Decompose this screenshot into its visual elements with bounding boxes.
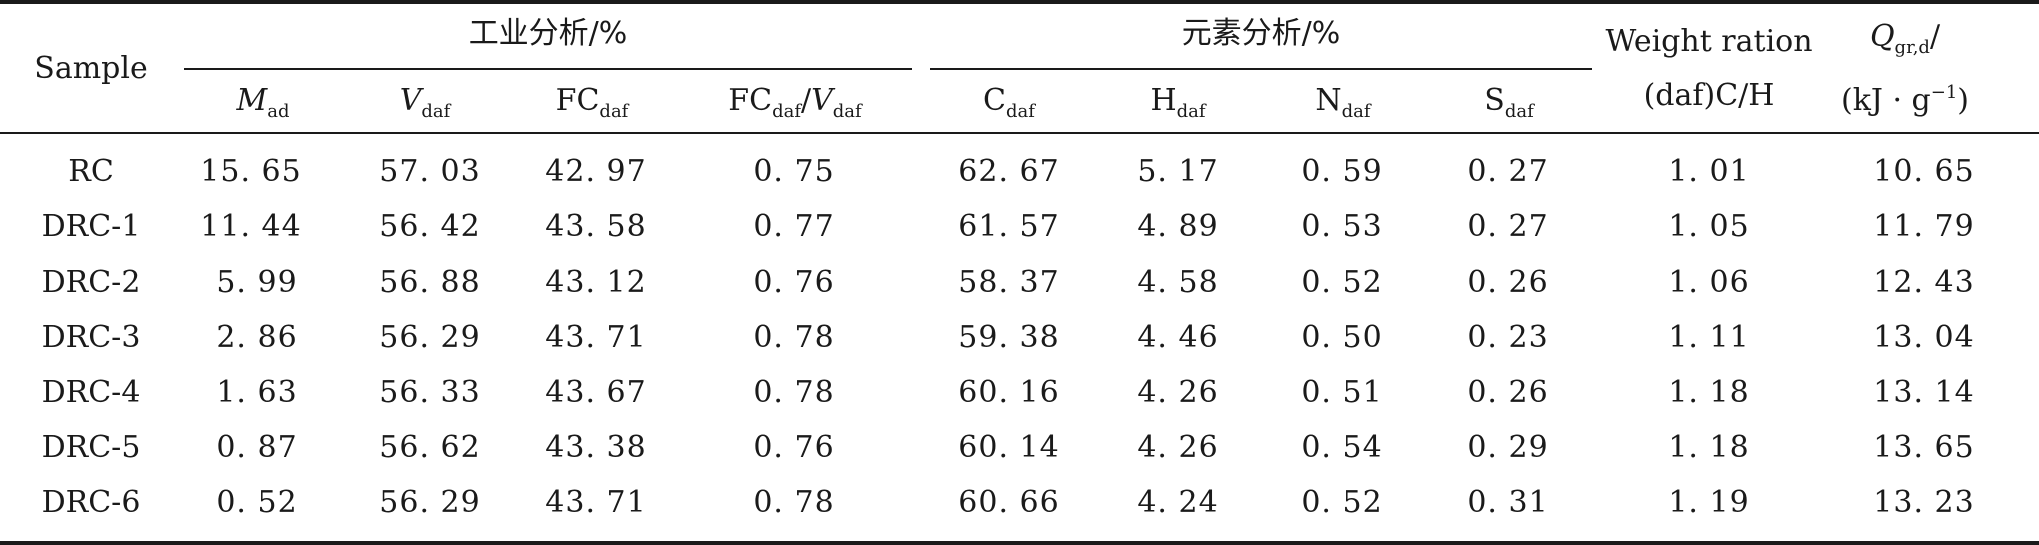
cell-q-gr: 13. 23 <box>1873 485 1975 520</box>
cell-sample: DRC-5 <box>41 430 141 465</box>
header-sample: Sample <box>34 51 148 86</box>
header-fc-v-ratio: FCdaf/Vdaf <box>728 83 862 122</box>
cell-n-daf: 0. 54 <box>1301 430 1383 465</box>
header-weight-ratio-line2: (daf)C/H <box>1643 78 1775 113</box>
cell-fc-v: 0. 78 <box>753 485 835 520</box>
cell-q-gr: 12. 43 <box>1873 265 1975 300</box>
header-volatile: Vdaf <box>399 83 451 122</box>
industrial-group-rule <box>184 68 912 70</box>
cell-m-ad: 11. 44 <box>200 209 302 244</box>
header-hydrogen: Hdaf <box>1150 83 1206 122</box>
cell-s-daf: 0. 26 <box>1467 265 1549 300</box>
cell-fc-daf: 43. 67 <box>545 375 647 410</box>
cell-sample: DRC-4 <box>41 375 141 410</box>
cell-q-gr: 13. 04 <box>1873 320 1975 355</box>
header-bottom-rule <box>0 132 2039 134</box>
cell-h-daf: 4. 24 <box>1137 485 1219 520</box>
cell-s-daf: 0. 27 <box>1467 209 1549 244</box>
cell-c-h-ratio: 1. 05 <box>1668 209 1750 244</box>
table-top-rule <box>0 0 2039 4</box>
cell-c-daf: 60. 14 <box>958 430 1060 465</box>
elemental-group-rule <box>930 68 1592 70</box>
cell-fc-v: 0. 76 <box>753 265 835 300</box>
cell-q-gr: 13. 65 <box>1873 430 1975 465</box>
cell-c-daf: 60. 66 <box>958 485 1060 520</box>
cell-fc-v: 0. 78 <box>753 375 835 410</box>
cell-fc-daf: 43. 71 <box>545 320 647 355</box>
cell-s-daf: 0. 27 <box>1467 154 1549 189</box>
cell-c-h-ratio: 1. 06 <box>1668 265 1750 300</box>
cell-m-ad: 15. 65 <box>200 154 302 189</box>
cell-m-ad: 5. 99 <box>216 265 298 300</box>
cell-n-daf: 0. 59 <box>1301 154 1383 189</box>
header-carbon: Cdaf <box>983 83 1035 122</box>
cell-h-daf: 5. 17 <box>1137 154 1219 189</box>
cell-v-daf: 56. 33 <box>379 375 481 410</box>
table-bottom-rule <box>0 541 2039 545</box>
cell-s-daf: 0. 29 <box>1467 430 1549 465</box>
cell-h-daf: 4. 26 <box>1137 430 1219 465</box>
cell-fc-v: 0. 77 <box>753 209 835 244</box>
cell-fc-v: 0. 75 <box>753 154 835 189</box>
cell-fc-daf: 43. 38 <box>545 430 647 465</box>
cell-c-daf: 58. 37 <box>958 265 1060 300</box>
cell-v-daf: 56. 88 <box>379 265 481 300</box>
cell-sample: DRC-1 <box>41 209 141 244</box>
cell-h-daf: 4. 46 <box>1137 320 1219 355</box>
cell-s-daf: 0. 26 <box>1467 375 1549 410</box>
cell-sample: DRC-2 <box>41 265 141 300</box>
cell-v-daf: 56. 29 <box>379 320 481 355</box>
cell-sample: RC <box>68 154 114 189</box>
cell-n-daf: 0. 53 <box>1301 209 1383 244</box>
header-industrial-analysis: 工业分析/% <box>468 16 628 51</box>
cell-sample: DRC-6 <box>41 485 141 520</box>
cell-n-daf: 0. 51 <box>1301 375 1383 410</box>
cell-q-gr: 11. 79 <box>1873 209 1975 244</box>
cell-s-daf: 0. 31 <box>1467 485 1549 520</box>
cell-n-daf: 0. 52 <box>1301 485 1383 520</box>
cell-q-gr: 10. 65 <box>1873 154 1975 189</box>
header-weight-ratio-line1: Weight ration <box>1605 24 1813 59</box>
cell-fc-v: 0. 78 <box>753 320 835 355</box>
cell-h-daf: 4. 58 <box>1137 265 1219 300</box>
cell-c-h-ratio: 1. 19 <box>1668 485 1750 520</box>
cell-h-daf: 4. 26 <box>1137 375 1219 410</box>
cell-fc-v: 0. 76 <box>753 430 835 465</box>
cell-c-h-ratio: 1. 11 <box>1668 320 1750 355</box>
cell-c-h-ratio: 1. 01 <box>1668 154 1750 189</box>
cell-n-daf: 0. 52 <box>1301 265 1383 300</box>
cell-v-daf: 56. 29 <box>379 485 481 520</box>
cell-s-daf: 0. 23 <box>1467 320 1549 355</box>
cell-c-daf: 62. 67 <box>958 154 1060 189</box>
cell-m-ad: 1. 63 <box>216 375 298 410</box>
cell-v-daf: 56. 62 <box>379 430 481 465</box>
cell-c-daf: 59. 38 <box>958 320 1060 355</box>
cell-c-h-ratio: 1. 18 <box>1668 430 1750 465</box>
header-moisture: Mad <box>236 83 290 122</box>
header-q-unit: (kJ · g−1) <box>1841 82 1969 118</box>
cell-m-ad: 2. 86 <box>216 320 298 355</box>
cell-n-daf: 0. 50 <box>1301 320 1383 355</box>
cell-fc-daf: 43. 12 <box>545 265 647 300</box>
cell-c-h-ratio: 1. 18 <box>1668 375 1750 410</box>
header-elemental-analysis: 元素分析/% <box>1181 16 1341 51</box>
cell-fc-daf: 43. 58 <box>545 209 647 244</box>
header-nitrogen: Ndaf <box>1315 83 1371 122</box>
cell-v-daf: 56. 42 <box>379 209 481 244</box>
cell-m-ad: 0. 87 <box>216 430 298 465</box>
header-sulfur: Sdaf <box>1484 83 1534 122</box>
cell-v-daf: 57. 03 <box>379 154 481 189</box>
cell-h-daf: 4. 89 <box>1137 209 1219 244</box>
cell-c-daf: 60. 16 <box>958 375 1060 410</box>
cell-m-ad: 0. 52 <box>216 485 298 520</box>
header-q-gross: Qgr,d/ <box>1869 19 1941 58</box>
cell-q-gr: 13. 14 <box>1873 375 1975 410</box>
cell-fc-daf: 43. 71 <box>545 485 647 520</box>
cell-fc-daf: 42. 97 <box>545 154 647 189</box>
cell-sample: DRC-3 <box>41 320 141 355</box>
cell-c-daf: 61. 57 <box>958 209 1060 244</box>
header-fixed-carbon: FCdaf <box>555 83 629 122</box>
